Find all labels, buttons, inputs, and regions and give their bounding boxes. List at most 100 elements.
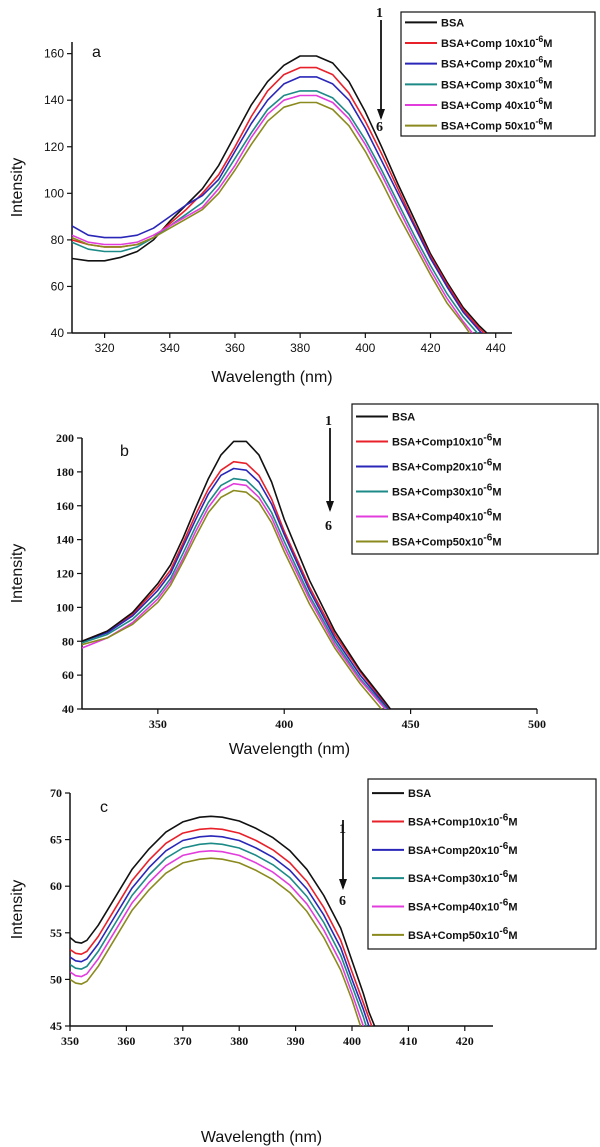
series-group (70, 815, 376, 1026)
y-tick-label: 120 (44, 140, 64, 154)
legend-entry: BSA+Comp 50x10-6M (441, 117, 552, 133)
x-tick-label: 410 (399, 1034, 417, 1048)
y-tick-label: 50 (50, 972, 62, 986)
arrow-head-icon (377, 109, 385, 120)
arrow-end-label: 6 (376, 120, 383, 135)
y-tick-label: 160 (44, 47, 64, 61)
x-tick-label: 390 (287, 1034, 305, 1048)
chart-panel-b: 350 400 450 500 40 60 80 100 120 140 160 180 200 Wave… (9, 403, 599, 758)
legend-box (367, 778, 597, 950)
legend-entry: BSA+Comp 40x10-6M (441, 96, 552, 112)
y-tick-label: 100 (44, 186, 64, 200)
y-tick-label: 140 (56, 533, 74, 547)
legend-entry: BSA+Comp10x10-6M (408, 813, 517, 829)
x-tick-label: 400 (343, 1034, 361, 1048)
y-axis-title: Intensity (9, 544, 26, 604)
x-tick-label: 380 (230, 1034, 248, 1048)
y-tick-label: 180 (56, 465, 74, 479)
legend-entry: BSA+Comp30x10-6M (392, 483, 501, 499)
arrow-head-icon (326, 501, 334, 512)
x-tick-label: 350 (61, 1034, 79, 1048)
legend-entry: BSA (408, 788, 431, 800)
series-line-bsa-comp-20x10-6m (72, 76, 483, 333)
legend-box (400, 11, 596, 137)
series-line-bsa-comp20x10-6m (70, 835, 370, 1026)
legend-entry: BSA+Comp40x10-6M (408, 898, 517, 914)
legend-entry: BSA+Comp50x10-6M (408, 926, 517, 942)
chart-panel-a: 320 340 360 380 400 420 440 40 60 80 100 120 140 160 W… (9, 6, 596, 386)
x-tick-label: 420 (421, 341, 441, 355)
legend-entry: BSA+Comp20x10-6M (392, 458, 501, 474)
legend: BSA BSA+Comp10x10-6M BSA+Comp20x10-6M BSA+C… (351, 403, 599, 555)
y-tick-label: 100 (56, 600, 74, 614)
chart-panel-c: 350 360 370 380 390 400 410 420 45 50 55 60 65 70 Wave… (9, 778, 597, 1146)
y-axis-title: Intensity (9, 880, 26, 940)
arrow-end-label: 6 (325, 519, 332, 534)
legend-entry: BSA+Comp 20x10-6M (441, 55, 552, 71)
legend: BSA BSA+Comp 10x10-6M BSA+Comp 20x10-6M BSA… (400, 11, 596, 137)
x-axis-title: Wavelength (nm) (201, 1129, 322, 1146)
arrow-start-label: 1 (325, 414, 332, 429)
series-line-bsa-comp-30x10-6m (72, 90, 479, 333)
legend-entry: BSA+Comp30x10-6M (408, 869, 517, 885)
legend-entry: BSA (392, 412, 415, 424)
legend-entry: BSA+Comp 10x10-6M (441, 34, 552, 50)
x-tick-label: 440 (486, 341, 506, 355)
series-line-bsa-comp10x10-6m (70, 827, 373, 1026)
series-line-bsa-comp20x10-6m (82, 467, 389, 709)
x-tick-label: 370 (174, 1034, 192, 1048)
y-tick-label: 140 (44, 93, 64, 107)
y-tick-label: 60 (62, 668, 74, 682)
y-tick-label: 120 (56, 567, 74, 581)
arrow-start-label: 1 (376, 6, 383, 21)
y-tick-label: 70 (50, 786, 62, 800)
arrow-head-icon (339, 879, 347, 890)
legend-entry: BSA+Comp40x10-6M (392, 508, 501, 524)
panel-letter: b (120, 443, 129, 460)
legend-entry: BSA+Comp20x10-6M (408, 841, 517, 857)
x-tick-label: 350 (149, 717, 167, 731)
x-axis-title: Wavelength (nm) (229, 741, 350, 758)
series-line-bsa-comp-40x10-6m (72, 94, 474, 333)
series-line-bsa-comp30x10-6m (82, 477, 388, 709)
x-tick-label: 450 (402, 717, 420, 731)
y-tick-label: 200 (56, 431, 74, 445)
panel-letter: a (92, 44, 101, 61)
series-line-bsa-comp10x10-6m (82, 460, 391, 709)
y-tick-label: 60 (50, 879, 62, 893)
legend-entry: BSA+Comp50x10-6M (392, 533, 501, 549)
y-tick-label: 40 (62, 702, 74, 716)
y-tick-label: 45 (50, 1019, 62, 1033)
legend-entry: BSA+Comp10x10-6M (392, 433, 501, 449)
x-tick-label: 400 (275, 717, 293, 731)
legend: BSA BSA+Comp10x10-6M BSA+Comp20x10-6M BSA+C… (367, 778, 597, 950)
series-line-bsa-comp50x10-6m (70, 857, 362, 1026)
x-axis-title: Wavelength (nm) (211, 369, 332, 386)
series-line-bsa (70, 815, 376, 1026)
series-line-bsa-comp30x10-6m (70, 842, 367, 1026)
y-tick-label: 80 (51, 233, 65, 247)
series-line-bsa-comp-50x10-6m (72, 101, 471, 333)
y-tick-label: 60 (51, 279, 65, 293)
series-group (82, 440, 392, 709)
x-tick-label: 360 (225, 341, 245, 355)
series-line-bsa (82, 440, 392, 709)
x-tick-label: 500 (528, 717, 546, 731)
y-tick-label: 80 (62, 634, 74, 648)
arrow-end-label: 6 (339, 894, 346, 909)
series-group (72, 55, 488, 333)
legend-box (351, 403, 599, 555)
x-tick-label: 360 (117, 1034, 135, 1048)
x-tick-label: 380 (290, 341, 310, 355)
x-tick-label: 320 (95, 341, 115, 355)
panel-letter: c (100, 799, 108, 816)
series-line-bsa-comp50x10-6m (82, 489, 383, 709)
series-line-bsa-comp40x10-6m (82, 482, 387, 709)
x-tick-label: 400 (355, 341, 375, 355)
y-tick-label: 65 (50, 833, 62, 847)
legend-entry: BSA (441, 17, 464, 29)
y-tick-label: 160 (56, 499, 74, 513)
y-tick-label: 40 (51, 326, 65, 340)
y-axis-title: Intensity (9, 158, 26, 218)
